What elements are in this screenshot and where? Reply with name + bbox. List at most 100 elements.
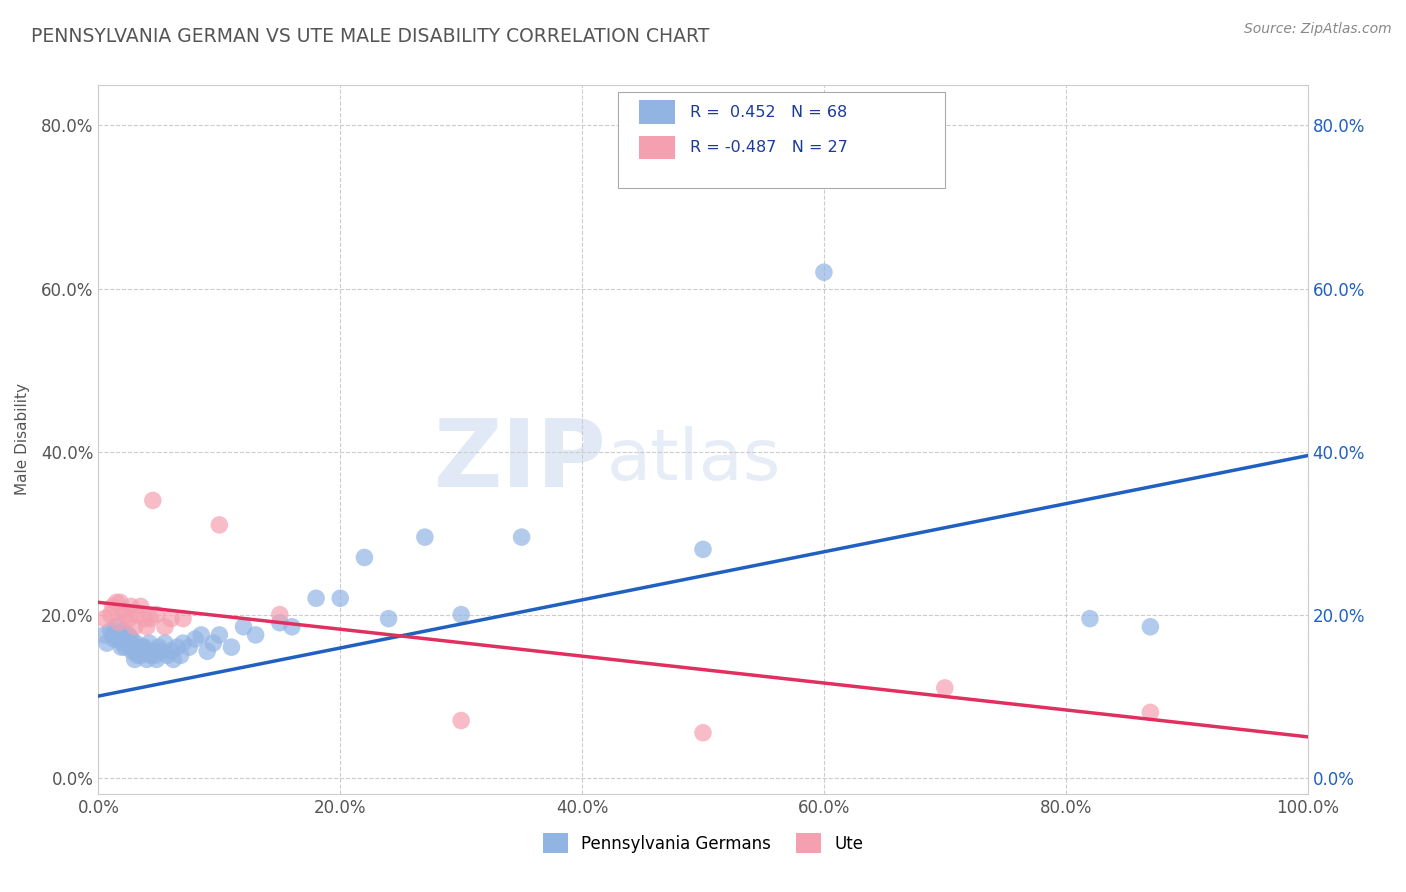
Point — [115, 628, 138, 642]
Point — [160, 612, 183, 626]
Point — [118, 628, 141, 642]
Point — [269, 607, 291, 622]
Point — [184, 632, 207, 646]
Point — [127, 607, 149, 622]
Point — [93, 628, 115, 642]
Point — [450, 607, 472, 622]
Point — [172, 636, 194, 650]
Point — [111, 603, 134, 617]
Point — [114, 632, 136, 646]
Point — [135, 620, 157, 634]
Point — [100, 607, 122, 622]
Point — [118, 636, 141, 650]
Point — [134, 612, 156, 626]
Point — [138, 636, 160, 650]
Point — [329, 591, 352, 606]
Point — [172, 612, 194, 626]
Point — [124, 640, 146, 655]
Point — [413, 530, 436, 544]
Point — [150, 644, 173, 658]
Point — [510, 530, 533, 544]
Point — [221, 640, 243, 655]
Point — [139, 648, 162, 663]
Point — [129, 599, 152, 614]
Point — [118, 612, 141, 626]
Legend: Pennsylvania Germans, Ute: Pennsylvania Germans, Ute — [536, 826, 870, 860]
Point — [232, 620, 254, 634]
Point — [120, 632, 142, 646]
Point — [450, 714, 472, 728]
Point — [93, 612, 115, 626]
Point — [125, 636, 148, 650]
Point — [1139, 620, 1161, 634]
Point — [142, 493, 165, 508]
Point — [105, 628, 128, 642]
Point — [114, 607, 136, 622]
Point — [353, 550, 375, 565]
Point — [208, 517, 231, 532]
Point — [934, 681, 956, 695]
Point — [148, 640, 170, 655]
Point — [135, 644, 157, 658]
Text: R =  0.452   N = 68: R = 0.452 N = 68 — [690, 104, 846, 120]
Point — [135, 652, 157, 666]
Point — [134, 640, 156, 655]
Point — [156, 648, 179, 663]
Point — [108, 615, 131, 630]
FancyBboxPatch shape — [619, 92, 945, 187]
FancyBboxPatch shape — [638, 136, 675, 159]
Point — [129, 648, 152, 663]
FancyBboxPatch shape — [638, 100, 675, 124]
Point — [190, 628, 212, 642]
Y-axis label: Male Disability: Male Disability — [15, 384, 30, 495]
Point — [281, 620, 304, 634]
Point — [813, 265, 835, 279]
Point — [121, 644, 143, 658]
Point — [202, 636, 225, 650]
Point — [169, 648, 191, 663]
Point — [108, 595, 131, 609]
Point — [166, 640, 188, 655]
Point — [110, 640, 132, 655]
Text: PENNSYLVANIA GERMAN VS UTE MALE DISABILITY CORRELATION CHART: PENNSYLVANIA GERMAN VS UTE MALE DISABILI… — [31, 27, 709, 45]
Text: R = -0.487   N = 27: R = -0.487 N = 27 — [690, 140, 848, 155]
Point — [103, 632, 125, 646]
Point — [162, 652, 184, 666]
Point — [145, 652, 167, 666]
Point — [96, 636, 118, 650]
Point — [111, 636, 134, 650]
Point — [131, 640, 153, 655]
Point — [108, 632, 131, 646]
Point — [101, 599, 124, 614]
Point — [1139, 706, 1161, 720]
Point — [145, 607, 167, 622]
Point — [269, 615, 291, 630]
Point — [142, 644, 165, 658]
Point — [153, 636, 176, 650]
Text: Source: ZipAtlas.com: Source: ZipAtlas.com — [1244, 22, 1392, 37]
Text: atlas: atlas — [606, 426, 780, 495]
Text: ZIP: ZIP — [433, 415, 606, 507]
Point — [101, 628, 124, 642]
Point — [127, 644, 149, 658]
Point — [160, 644, 183, 658]
Point — [195, 644, 218, 658]
Point — [124, 652, 146, 666]
Point — [692, 542, 714, 557]
Point — [114, 640, 136, 655]
Point — [118, 636, 141, 650]
Point — [108, 628, 131, 642]
Point — [910, 155, 932, 169]
Point — [1078, 612, 1101, 626]
Point — [105, 595, 128, 609]
Point — [100, 624, 122, 638]
Point — [132, 644, 155, 658]
Point — [143, 648, 166, 663]
Point — [124, 620, 146, 634]
Point — [153, 620, 176, 634]
Point — [111, 624, 134, 638]
Point — [105, 620, 128, 634]
Point — [305, 591, 328, 606]
Point — [139, 612, 162, 626]
Point — [692, 725, 714, 739]
